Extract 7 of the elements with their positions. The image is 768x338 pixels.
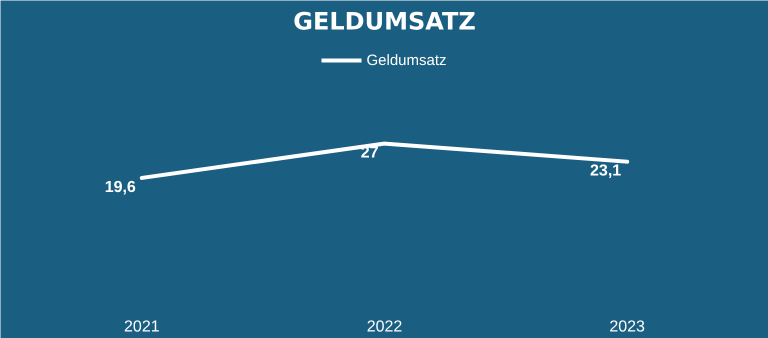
legend-label: Geldumsatz (366, 52, 447, 68)
data-label: 23,1 (590, 162, 622, 180)
data-label: 19,6 (104, 178, 136, 196)
x-tick-label: 2022 (366, 318, 402, 336)
x-tick-label: 2021 (124, 318, 160, 336)
chart-title: GELDUMSATZ (293, 8, 476, 36)
x-tick-label: 2023 (609, 318, 646, 336)
